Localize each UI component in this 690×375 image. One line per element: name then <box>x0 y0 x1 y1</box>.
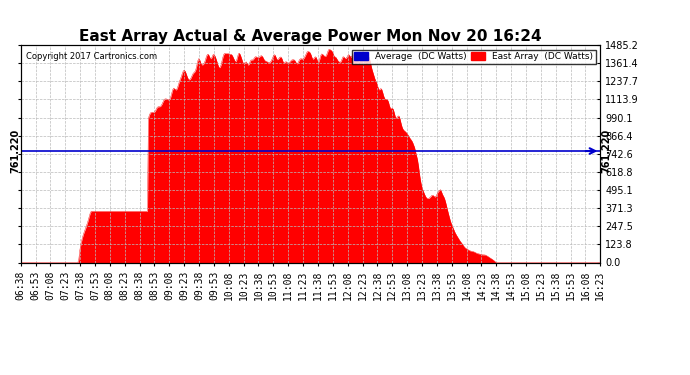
Legend: Average  (DC Watts), East Array  (DC Watts): Average (DC Watts), East Array (DC Watts… <box>352 50 595 64</box>
Title: East Array Actual & Average Power Mon Nov 20 16:24: East Array Actual & Average Power Mon No… <box>79 29 542 44</box>
Text: 761.220: 761.220 <box>601 129 611 173</box>
Text: 761.220: 761.220 <box>10 129 20 173</box>
Text: Copyright 2017 Cartronics.com: Copyright 2017 Cartronics.com <box>26 51 157 60</box>
